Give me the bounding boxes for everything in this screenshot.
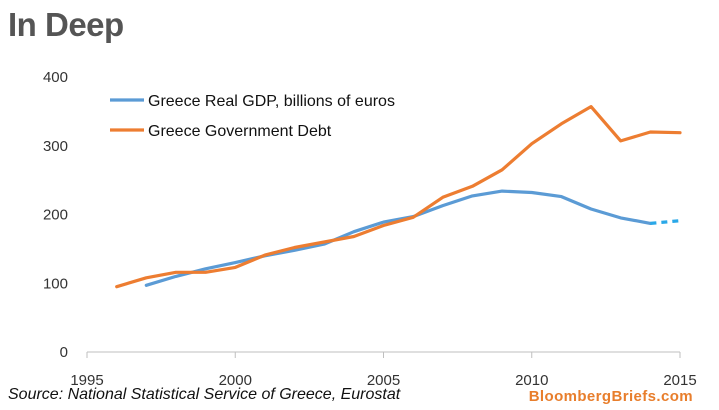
legend-debt-label: Greece Government Debt — [148, 123, 332, 140]
chart-title: In Deep — [8, 6, 124, 43]
y-tick-label: 300 — [43, 138, 68, 155]
series-lines — [115, 104, 682, 289]
gdp-series-line — [144, 189, 653, 287]
gdp-forecast-line — [650, 219, 681, 225]
legend: Greece Real GDP, billions of euros Greece… — [110, 93, 395, 140]
source-note: Source: National Statistical Service of … — [8, 386, 401, 403]
x-tick-label: 1995 — [70, 372, 103, 389]
legend-gdp-label: Greece Real GDP, billions of euros — [148, 93, 395, 110]
x-tick-label: 2010 — [515, 372, 548, 389]
y-tick-label: 200 — [43, 207, 68, 224]
debt-series-line — [115, 104, 682, 289]
x-tick-label: 2000 — [219, 372, 252, 389]
axes: 0 100 200 300 400 1995 2000 2005 2010 2015 — [43, 69, 697, 389]
y-tick-label: 100 — [43, 275, 68, 292]
x-tick-label: 2015 — [663, 372, 696, 389]
brand-logo: BloombergBriefs.com — [528, 388, 693, 405]
y-tick-label: 0 — [60, 344, 68, 361]
y-tick-label: 400 — [43, 69, 68, 86]
x-tick-label: 2005 — [367, 372, 400, 389]
